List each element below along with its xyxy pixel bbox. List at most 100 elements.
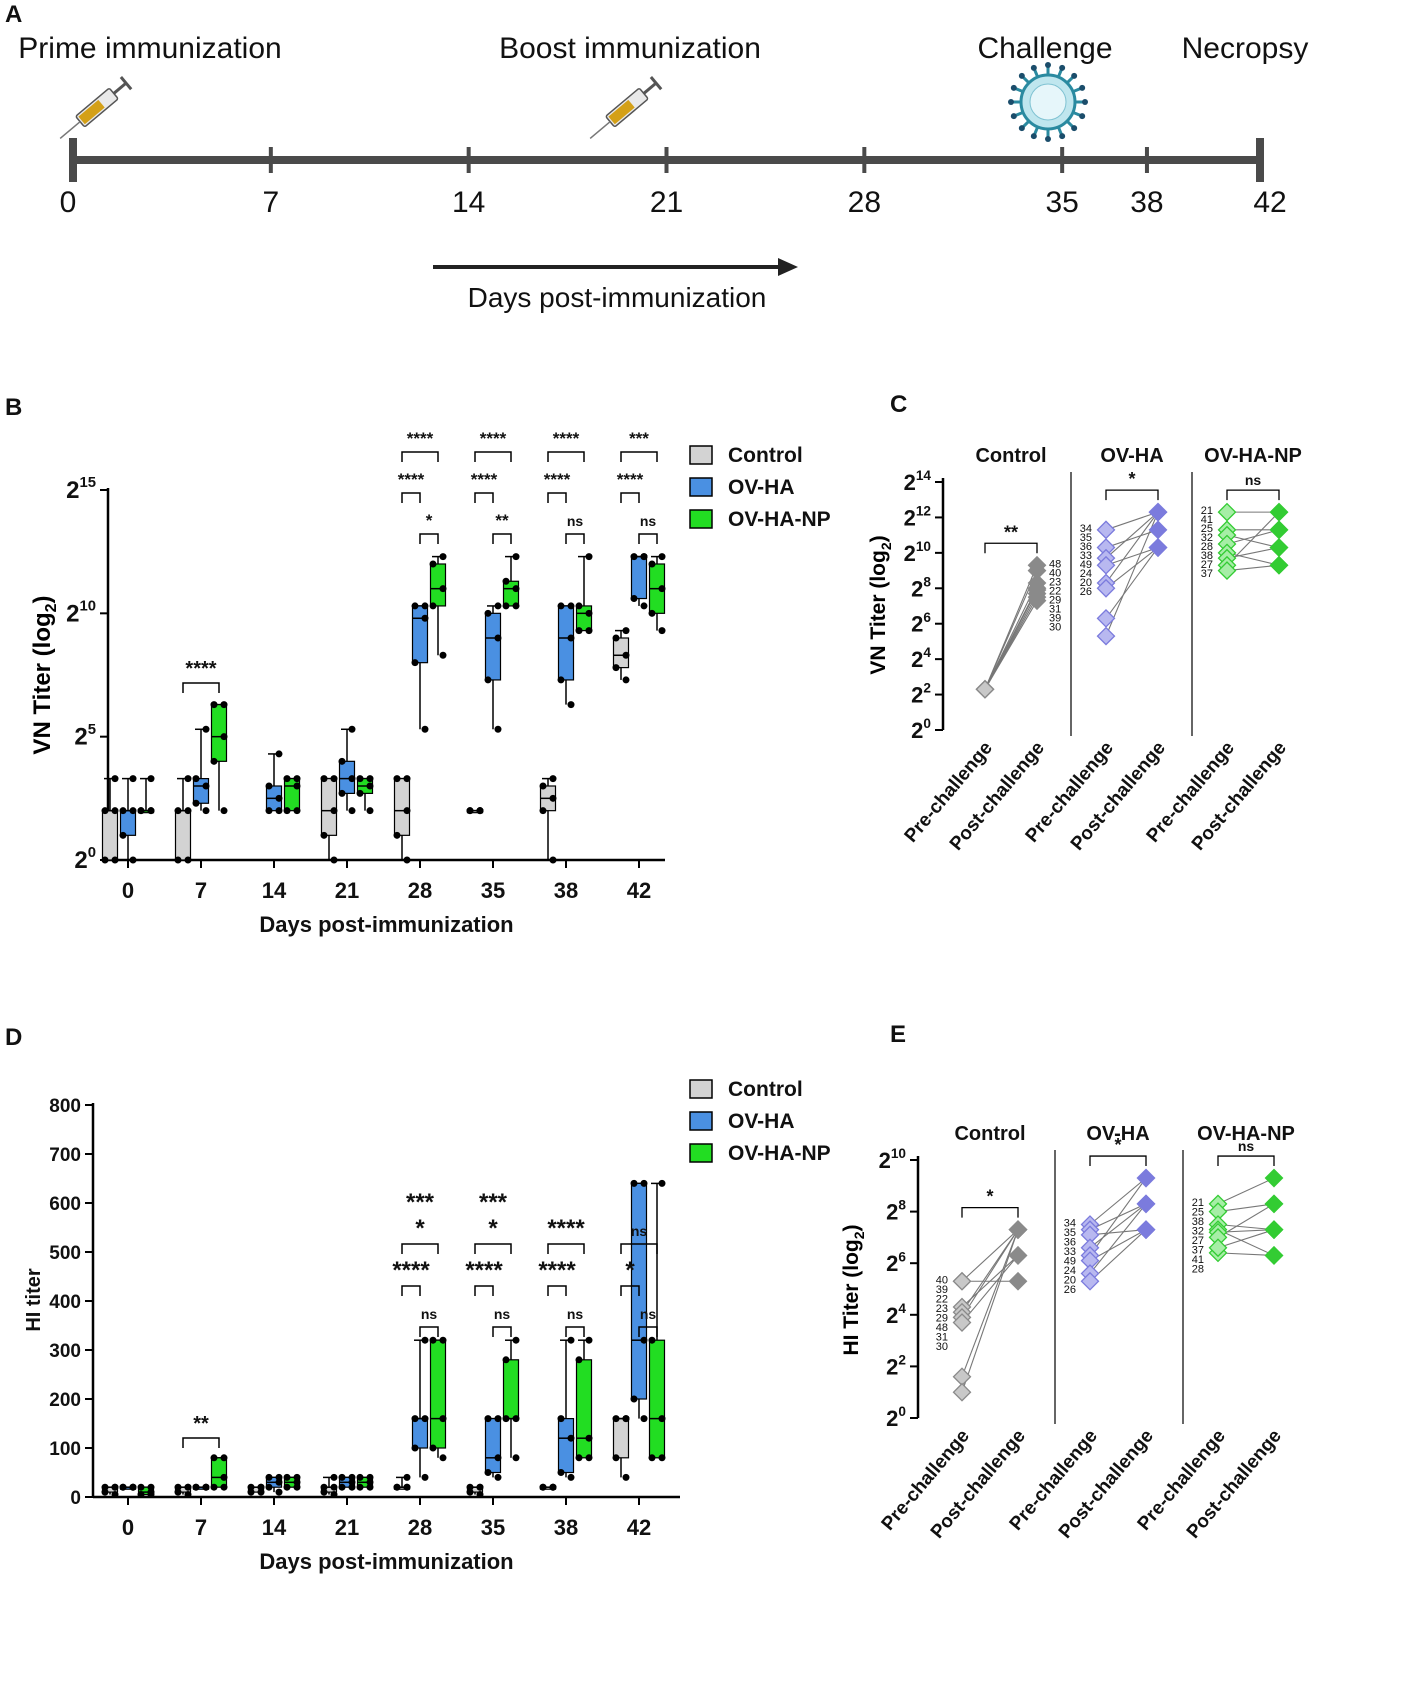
pre-point <box>1217 502 1237 522</box>
legend-swatch <box>689 445 713 465</box>
animal-id-label: 25 <box>1192 1206 1204 1218</box>
pre-point <box>1080 1251 1100 1271</box>
pair-line <box>961 1229 1019 1282</box>
data-point <box>330 807 338 815</box>
virus-spike-tip <box>1059 64 1066 71</box>
data-point <box>283 1483 291 1491</box>
animal-id-label: 23 <box>936 1303 948 1315</box>
data-point <box>293 807 301 815</box>
data-point <box>366 807 374 815</box>
animal-id-label: 39 <box>1049 612 1061 624</box>
animal-id-label: 49 <box>1064 1256 1076 1268</box>
data-point <box>137 807 145 815</box>
data-point <box>210 757 218 765</box>
virus-spike-tip <box>1010 113 1017 120</box>
data-point <box>658 1415 666 1423</box>
pair-line <box>1226 564 1280 572</box>
data-point <box>129 775 137 783</box>
data-point <box>658 1454 666 1462</box>
box-ov-ha <box>411 605 429 664</box>
x-tick-label: 0 <box>122 878 134 903</box>
box-ov-ha-np <box>429 1339 447 1449</box>
data-point <box>575 602 583 610</box>
data-point <box>184 1491 192 1499</box>
data-point <box>174 807 182 815</box>
legend-label: Control <box>728 1078 803 1101</box>
data-point <box>549 1483 557 1491</box>
animal-id-label: 37 <box>1201 568 1213 580</box>
box-ov-ha-np <box>575 605 593 632</box>
pair-line <box>961 1229 1019 1377</box>
post-point <box>1269 520 1289 540</box>
pair-line <box>961 1255 1019 1323</box>
animal-id-label: 38 <box>1201 550 1213 562</box>
data-point <box>293 1483 301 1491</box>
data-point <box>476 1491 484 1499</box>
virus-spike-tip <box>1008 99 1014 105</box>
pair-line <box>1217 1252 1275 1257</box>
significance-bracket <box>492 533 512 544</box>
y-tick-label: 20 <box>74 845 96 874</box>
data-point <box>275 807 283 815</box>
data-point <box>648 609 656 617</box>
significance-label: **** <box>547 1215 585 1242</box>
animal-id-label: 22 <box>1049 585 1061 597</box>
animal-id-label: 30 <box>1049 621 1061 633</box>
significance-label: **** <box>553 429 580 448</box>
post-point <box>1008 1246 1028 1265</box>
data-point <box>220 1454 228 1462</box>
y-tick-label: 28 <box>911 574 931 601</box>
significance-label: ns <box>494 1306 511 1322</box>
data-point <box>549 794 557 802</box>
data-point <box>421 614 429 622</box>
significance-label: ns <box>640 1306 657 1322</box>
data-point <box>330 856 338 864</box>
significance-label: ns <box>631 1223 648 1239</box>
data-point <box>567 1473 575 1481</box>
data-point <box>283 1473 291 1481</box>
legend-label: Control <box>728 444 803 467</box>
data-point <box>429 602 437 610</box>
data-point <box>220 807 228 815</box>
data-point <box>466 1483 474 1491</box>
y-axis-title: VN Titer (log2) <box>867 535 894 674</box>
data-point <box>366 775 374 783</box>
data-point <box>265 807 273 815</box>
significance-bracket <box>419 533 439 544</box>
y-axis-title: HI titer <box>23 1268 45 1332</box>
data-point <box>648 560 656 568</box>
data-point <box>275 1488 283 1496</box>
data-point <box>366 1478 374 1486</box>
animal-id-label: 34 <box>1080 523 1092 535</box>
data-point <box>658 627 666 635</box>
box-ov-ha-np <box>429 563 447 607</box>
data-point <box>575 627 583 635</box>
data-point <box>348 1483 356 1491</box>
syringe-plunger <box>642 81 658 95</box>
post-point <box>1136 1168 1156 1188</box>
pre-point <box>1208 1202 1228 1222</box>
data-point <box>648 1454 656 1462</box>
data-point <box>640 1415 648 1423</box>
virus-spike-tip <box>1030 64 1037 71</box>
post-point <box>1136 1194 1156 1214</box>
significance-bracket <box>182 682 220 693</box>
data-point <box>502 1415 510 1423</box>
box-control <box>612 637 630 669</box>
data-point <box>539 807 547 815</box>
data-point <box>429 1444 437 1452</box>
y-tick-label: 210 <box>879 1146 907 1173</box>
animal-id-label: 48 <box>1049 558 1061 570</box>
pair-line <box>1226 552 1280 566</box>
data-point <box>585 553 593 561</box>
data-point <box>567 701 575 709</box>
data-point <box>539 1483 547 1491</box>
significance-bracket <box>401 492 421 503</box>
x-tick-label: 0 <box>122 1515 134 1540</box>
y-tick-label: 24 <box>911 645 931 672</box>
data-point <box>658 553 666 561</box>
x-tick-label: 21 <box>335 1515 359 1540</box>
timeline-tick-label: 14 <box>452 186 485 219</box>
virus-spike-tip <box>1059 133 1066 140</box>
animal-id-label: 39 <box>936 1284 948 1296</box>
